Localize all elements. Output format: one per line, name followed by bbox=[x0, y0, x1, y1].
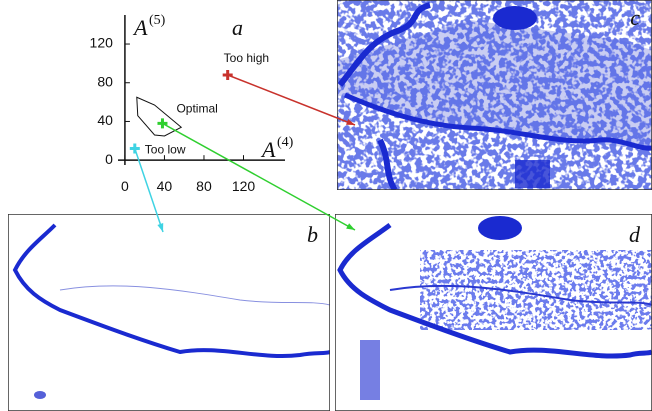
axis-label-sup: (5) bbox=[149, 13, 166, 28]
x-tick-label: 0 bbox=[121, 178, 129, 194]
y-tick-label: 0 bbox=[105, 151, 113, 167]
axis-label: A bbox=[260, 137, 276, 162]
x-tick-label: 80 bbox=[196, 178, 212, 194]
x-tick-label: 120 bbox=[232, 178, 256, 194]
point-label: Optimal bbox=[176, 102, 217, 116]
y-tick-label: 120 bbox=[90, 35, 114, 51]
figure: b c d 0408012004080120A(5)A(4)aToo highO… bbox=[0, 0, 652, 411]
y-tick-label: 40 bbox=[97, 112, 113, 128]
panel-label: b bbox=[307, 222, 318, 247]
panel-c bbox=[337, 0, 652, 190]
point-label: Too low bbox=[145, 143, 186, 157]
panel-label: c bbox=[630, 5, 640, 30]
point bbox=[223, 70, 233, 80]
point bbox=[130, 144, 140, 154]
point bbox=[157, 118, 167, 128]
panel-label: d bbox=[629, 222, 641, 247]
axis-label: A bbox=[132, 15, 148, 40]
y-tick-label: 80 bbox=[97, 73, 113, 89]
panel-d bbox=[335, 214, 652, 411]
x-tick-label: 40 bbox=[157, 178, 173, 194]
panel-b bbox=[8, 214, 330, 411]
arrow bbox=[228, 75, 355, 125]
axis-label-sup: (4) bbox=[277, 135, 294, 150]
point-label: Too high bbox=[224, 51, 269, 65]
chart-label: a bbox=[232, 15, 243, 40]
